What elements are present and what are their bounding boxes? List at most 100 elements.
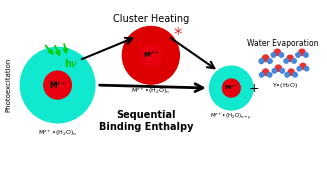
Circle shape [39,66,76,104]
Circle shape [50,78,65,92]
Text: Sequential: Sequential [116,110,176,120]
Circle shape [40,67,75,103]
Circle shape [147,52,154,59]
Circle shape [274,49,281,55]
Text: M$^{z+}$$\bullet$(H$_2$O)$_n$: M$^{z+}$$\bullet$(H$_2$O)$_n$ [38,128,77,138]
Circle shape [54,81,62,89]
Circle shape [146,50,156,61]
Circle shape [34,61,81,109]
Circle shape [229,85,234,91]
Circle shape [220,76,243,100]
Circle shape [215,71,248,105]
Circle shape [228,85,234,91]
Circle shape [210,66,253,110]
Circle shape [144,48,158,63]
Circle shape [52,80,63,91]
Circle shape [292,59,296,63]
Circle shape [43,71,72,100]
Circle shape [144,49,157,62]
Circle shape [224,81,238,95]
Circle shape [30,57,86,113]
Circle shape [141,45,161,65]
Circle shape [22,49,94,122]
Text: Photoexcitation: Photoexcitation [6,58,11,112]
Circle shape [140,45,161,66]
Circle shape [210,67,252,109]
Circle shape [142,47,159,64]
Circle shape [228,85,234,91]
Circle shape [149,53,153,57]
Circle shape [216,73,246,103]
Circle shape [227,84,236,92]
Circle shape [226,82,237,94]
Circle shape [54,82,61,88]
Circle shape [220,77,242,99]
Circle shape [57,84,59,86]
Circle shape [26,54,89,116]
Circle shape [33,60,82,110]
Circle shape [36,63,79,107]
Circle shape [226,82,237,94]
Circle shape [22,49,93,121]
Circle shape [139,43,163,67]
Circle shape [147,52,154,59]
Circle shape [146,50,156,60]
Circle shape [20,47,95,123]
Circle shape [133,38,168,73]
Circle shape [147,51,155,59]
Circle shape [148,53,153,58]
Circle shape [44,72,71,98]
Circle shape [127,31,175,79]
Circle shape [125,29,177,81]
Circle shape [213,69,250,107]
Circle shape [42,69,74,101]
Circle shape [27,54,88,116]
Circle shape [55,83,60,88]
Circle shape [271,53,276,57]
Circle shape [229,86,233,90]
Text: Water Evaporation: Water Evaporation [247,39,318,48]
Circle shape [38,66,77,105]
Circle shape [35,62,80,108]
Circle shape [224,80,239,96]
Circle shape [45,73,70,98]
Circle shape [228,85,234,91]
Circle shape [144,48,158,62]
Circle shape [146,51,155,60]
Circle shape [230,87,233,90]
Circle shape [129,33,173,77]
Circle shape [30,57,85,113]
Circle shape [128,32,174,79]
Circle shape [223,79,240,97]
Circle shape [128,32,174,78]
Circle shape [222,78,241,98]
Circle shape [148,52,154,58]
Circle shape [141,46,160,65]
Circle shape [230,87,232,89]
Circle shape [140,45,161,66]
Circle shape [147,51,155,59]
Circle shape [284,59,288,63]
Circle shape [141,45,161,65]
Circle shape [130,34,172,76]
Circle shape [24,50,92,120]
Circle shape [38,65,77,105]
Circle shape [227,83,236,93]
Circle shape [142,46,160,65]
Circle shape [50,77,65,93]
Circle shape [226,83,236,93]
Circle shape [122,26,179,84]
Circle shape [142,46,160,64]
Circle shape [45,72,70,98]
Circle shape [222,79,241,98]
Circle shape [148,53,153,58]
Circle shape [49,77,66,93]
Circle shape [51,78,64,92]
Circle shape [230,86,233,90]
Circle shape [259,73,264,77]
Circle shape [142,46,160,64]
Circle shape [149,53,153,57]
Circle shape [140,44,162,66]
Circle shape [146,50,156,60]
Circle shape [224,81,239,95]
